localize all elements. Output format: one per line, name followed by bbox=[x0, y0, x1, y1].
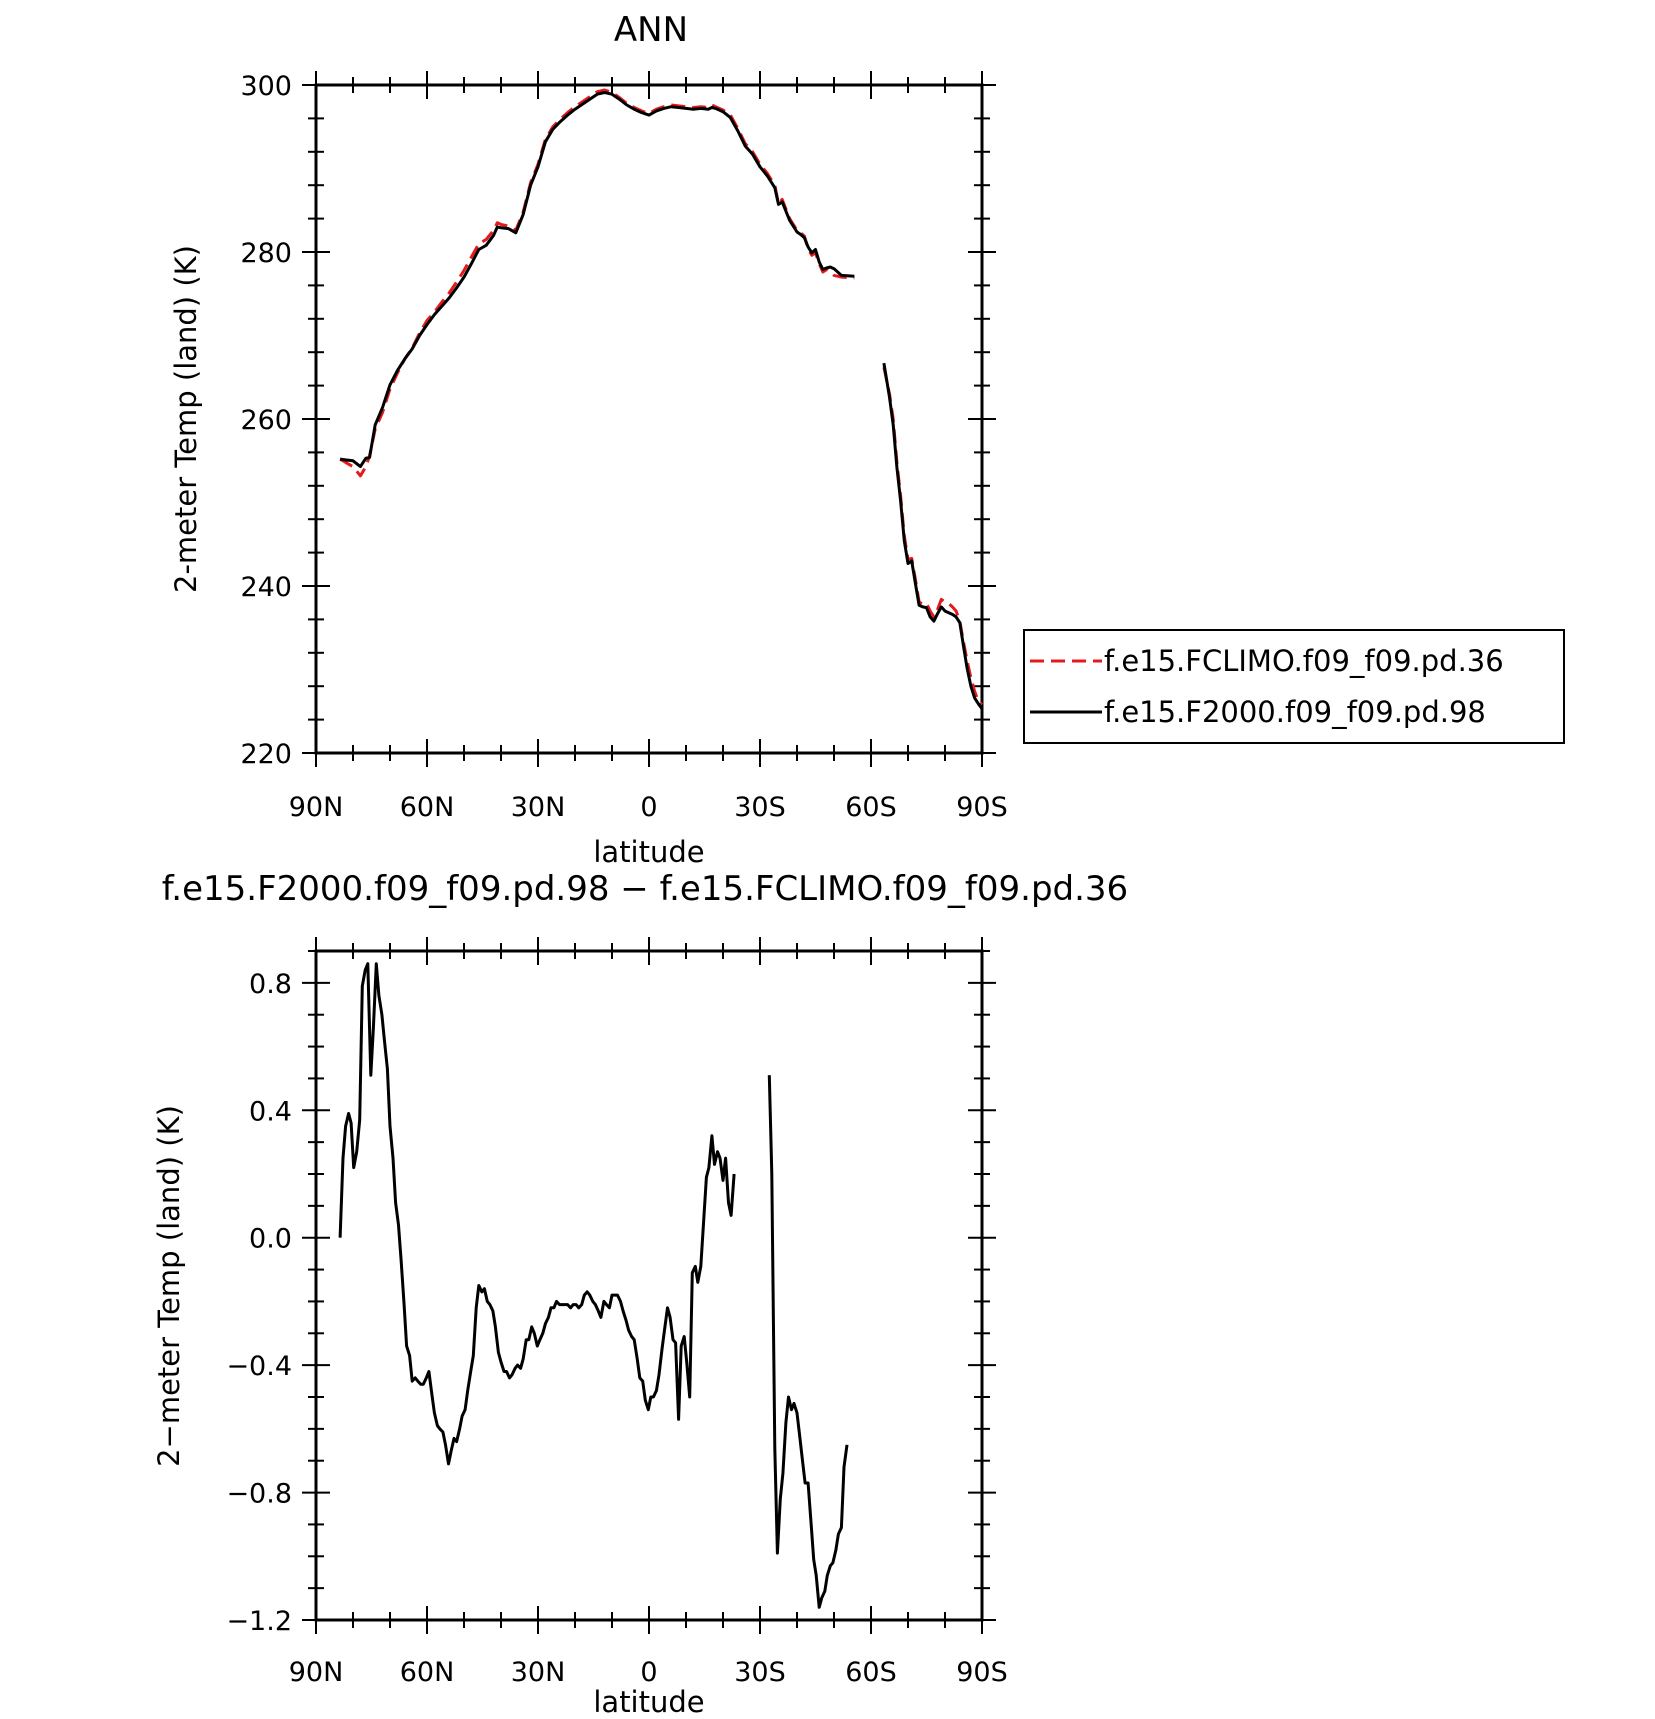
x-tick-label: 90S bbox=[956, 1657, 1008, 1688]
y-tick-label: 240 bbox=[240, 572, 292, 603]
x-tick-label: 60S bbox=[845, 792, 897, 823]
y-tick-label: 220 bbox=[240, 739, 292, 770]
chart-title: ANN bbox=[614, 10, 688, 50]
plot-frame bbox=[314, 83, 984, 755]
y-tick-label: 300 bbox=[240, 71, 292, 102]
y-tick-label: 280 bbox=[240, 238, 292, 269]
legend-label-f2000: f.e15.F2000.f09_f09.pd.98 bbox=[1104, 695, 1486, 729]
y-tick-label: 260 bbox=[240, 405, 292, 436]
series-line-difference bbox=[338, 962, 736, 1466]
y-tick-label: 0.8 bbox=[249, 969, 292, 1000]
tick-marks bbox=[302, 71, 996, 767]
x-tick-labels: 90N 60N 30N 0 30S 60S 90S bbox=[289, 792, 1008, 823]
y-tick-label: −0.4 bbox=[226, 1351, 292, 1382]
x-tick-label: 0 bbox=[640, 792, 657, 823]
y-tick-labels: −1.2 −0.8 −0.4 0.0 0.4 0.8 bbox=[226, 969, 292, 1637]
plot-frame bbox=[314, 949, 984, 1622]
legend-box bbox=[1023, 629, 1565, 744]
chart-title: f.e15.F2000.f09_f09.pd.98 − f.e15.FCLIMO… bbox=[162, 869, 1128, 909]
x-tick-label: 90S bbox=[956, 792, 1008, 823]
panel-top-chart: ANN 90N 60N 30N 0 30S 60S 90S 220240260280300 … bbox=[169, 10, 1565, 869]
x-axis-label: latitude bbox=[593, 1685, 704, 1719]
x-tick-label: 30N bbox=[511, 792, 566, 823]
x-tick-labels: 90N 60N 30N 0 30S 60S 90S bbox=[289, 1657, 1008, 1688]
y-axis-label: 2−meter Temp (land) (K) bbox=[152, 1105, 186, 1467]
x-tick-label: 60N bbox=[400, 1657, 455, 1688]
x-tick-label: 30S bbox=[734, 792, 786, 823]
x-tick-label: 90N bbox=[289, 792, 344, 823]
series-lines bbox=[338, 962, 849, 1609]
series-line-difference bbox=[767, 1075, 849, 1609]
x-tick-label: 30S bbox=[734, 1657, 786, 1688]
y-tick-label: 0.4 bbox=[249, 1096, 292, 1127]
x-axis-label: latitude bbox=[593, 835, 704, 869]
series-line-f-e15-f2000-f09-f09-pd-98 bbox=[339, 91, 855, 469]
y-tick-label: −1.2 bbox=[226, 1606, 292, 1637]
panel-bottom-chart: f.e15.F2000.f09_f09.pd.98 − f.e15.FCLIMO… bbox=[152, 869, 1128, 1719]
series-line-f-e15-f2000-f09-f09-pd-98 bbox=[882, 362, 984, 710]
series-line-f-e15-fclimo-f09-f09-pd-36 bbox=[882, 366, 984, 706]
legend-label-fclimo: f.e15.FCLIMO.f09_f09.pd.36 bbox=[1104, 644, 1504, 678]
x-tick-label: 60N bbox=[400, 792, 455, 823]
series-lines bbox=[339, 88, 984, 710]
y-tick-labels: 220 240 260 280 300 bbox=[240, 71, 292, 770]
x-tick-label: 0 bbox=[640, 1657, 657, 1688]
y-tick-label: 0.0 bbox=[249, 1224, 292, 1255]
tick-marks bbox=[302, 937, 996, 1634]
y-tick-label: −0.8 bbox=[226, 1479, 292, 1510]
x-tick-label: 60S bbox=[845, 1657, 897, 1688]
series-line-f-e15-fclimo-f09-f09-pd-36 bbox=[339, 88, 855, 478]
y-axis-label: 2-meter Temp (land) (K) bbox=[169, 245, 203, 593]
x-tick-label: 30N bbox=[511, 1657, 566, 1688]
x-tick-label: 90N bbox=[289, 1657, 344, 1688]
legend: f.e15.FCLIMO.f09_f09.pd.36 f.e15.F2000.f… bbox=[1023, 629, 1565, 744]
